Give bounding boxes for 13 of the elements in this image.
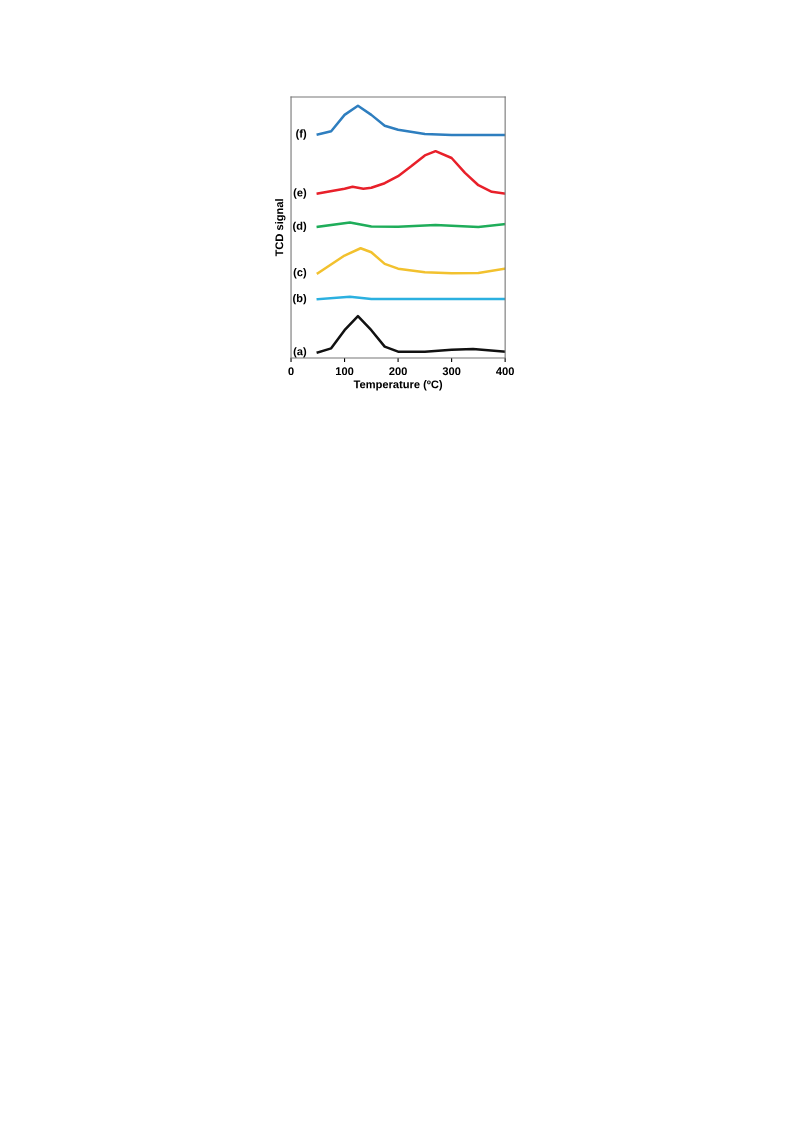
x-axis-title: Temperature (ºC) bbox=[353, 380, 443, 391]
y-axis-title: TCD signal bbox=[275, 199, 286, 257]
series-label: (f) bbox=[296, 129, 307, 140]
x-tick-label: 400 bbox=[496, 367, 514, 376]
x-tick-label: 300 bbox=[442, 367, 461, 376]
series-label: (d) bbox=[293, 221, 307, 232]
x-tick-label: 0 bbox=[288, 367, 294, 376]
series-label: (a) bbox=[293, 347, 307, 358]
series-label: (b) bbox=[293, 294, 307, 305]
series-label: (c) bbox=[293, 268, 307, 279]
x-tick-label: 100 bbox=[335, 367, 354, 376]
x-tick-label: 200 bbox=[389, 367, 407, 376]
series-label: (e) bbox=[293, 188, 307, 199]
